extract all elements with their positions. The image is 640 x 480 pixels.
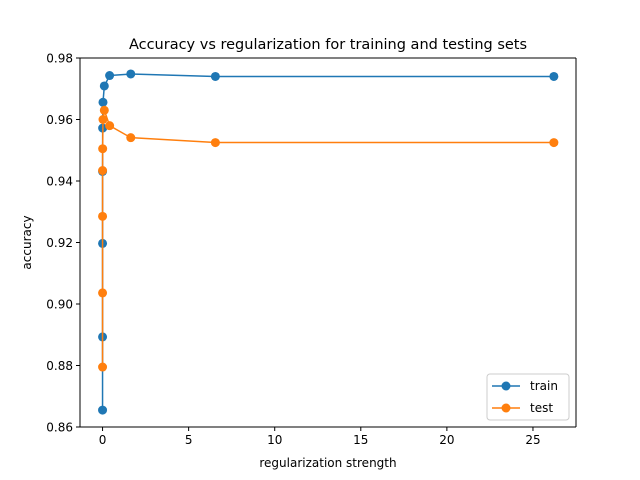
data-point-train bbox=[99, 81, 109, 91]
x-tick-label: 5 bbox=[185, 433, 193, 447]
y-tick-label: 0.88 bbox=[46, 359, 73, 373]
data-point-test bbox=[99, 105, 109, 115]
data-point-train bbox=[98, 405, 108, 415]
data-point-train bbox=[98, 97, 108, 107]
legend: train test bbox=[486, 373, 570, 421]
x-tick-label: 15 bbox=[353, 433, 368, 447]
data-point-train bbox=[105, 71, 115, 81]
chart-title: Accuracy vs regularization for training … bbox=[129, 37, 527, 53]
x-tick-label: 25 bbox=[525, 433, 540, 447]
legend-marker-train bbox=[501, 381, 511, 391]
data-point-test bbox=[549, 138, 559, 148]
series-layer bbox=[98, 69, 559, 415]
y-tick-label: 0.86 bbox=[46, 420, 73, 434]
x-tick-label: 10 bbox=[267, 433, 282, 447]
x-axis-ticks: 0 5 10 15 20 25 bbox=[99, 427, 541, 447]
y-tick-label: 0.94 bbox=[46, 174, 73, 188]
data-point-test bbox=[126, 133, 136, 143]
y-tick-label: 0.96 bbox=[46, 113, 73, 127]
data-point-test bbox=[210, 138, 220, 148]
legend-entry-train: train bbox=[492, 379, 558, 393]
data-point-test bbox=[98, 115, 108, 124]
legend-marker-test bbox=[501, 403, 511, 413]
data-point-test bbox=[98, 211, 108, 221]
x-tick-label: 0 bbox=[99, 433, 107, 447]
y-tick-label: 0.90 bbox=[46, 297, 73, 311]
data-point-test bbox=[98, 362, 108, 372]
data-point-test bbox=[98, 166, 108, 176]
data-point-test bbox=[98, 144, 108, 154]
plot-area bbox=[80, 58, 576, 427]
y-tick-label: 0.92 bbox=[46, 236, 73, 250]
legend-entry-test: test bbox=[492, 401, 553, 415]
y-axis-ticks: 0.86 0.88 0.90 0.92 0.94 0.96 0.98 bbox=[46, 51, 80, 434]
y-axis-label: accuracy bbox=[20, 215, 34, 269]
legend-label-train: train bbox=[530, 379, 558, 393]
y-tick-label: 0.98 bbox=[46, 51, 73, 65]
data-point-train bbox=[549, 71, 559, 81]
legend-label-test: test bbox=[530, 401, 553, 415]
data-point-train bbox=[210, 71, 220, 81]
x-tick-label: 20 bbox=[439, 433, 454, 447]
x-axis-label: regularization strength bbox=[259, 456, 396, 470]
data-point-test bbox=[98, 288, 108, 298]
data-point-train bbox=[126, 69, 136, 79]
data-point-test bbox=[105, 121, 115, 131]
